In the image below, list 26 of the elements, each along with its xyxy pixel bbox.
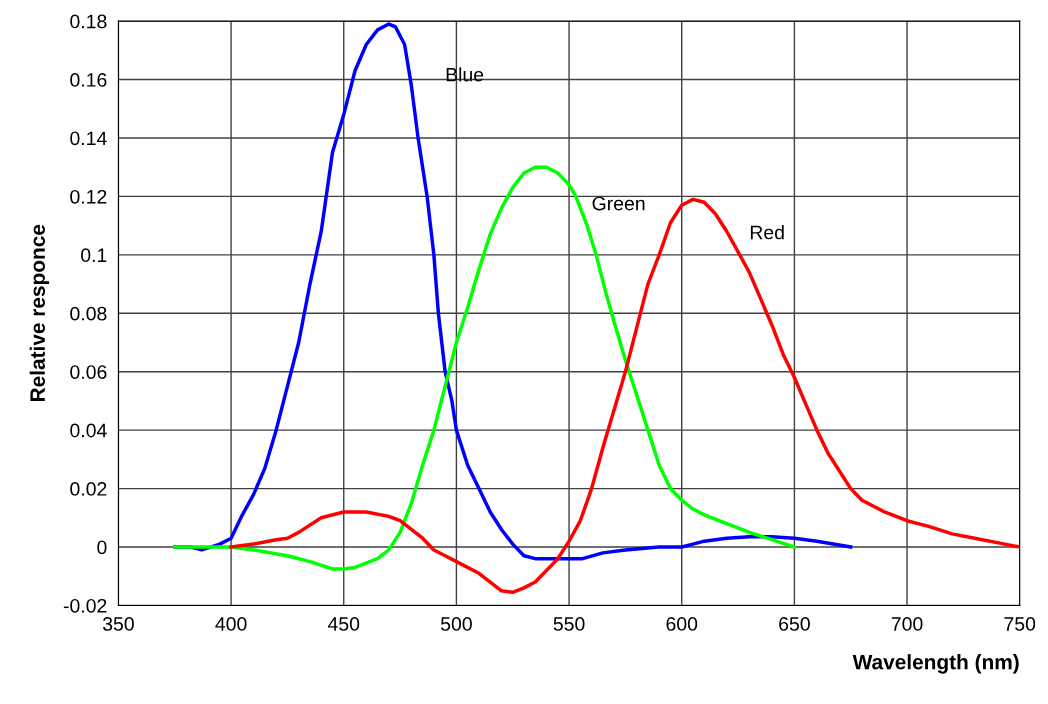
line-series <box>173 165 797 571</box>
y-tick-label: 0.18 <box>70 14 107 29</box>
y-axis-title: Relative responce <box>29 224 50 402</box>
y-tick-label: 0.02 <box>70 482 107 496</box>
y-tick-label: 0.1 <box>81 248 107 263</box>
x-tick-label: 700 <box>891 617 923 631</box>
series-label: Green <box>592 196 645 211</box>
x-tick-label: 750 <box>1004 617 1036 631</box>
y-tick-label: 0.08 <box>70 306 107 321</box>
x-tick-label: 650 <box>779 617 810 631</box>
y-tick-label: 0 <box>97 540 107 555</box>
x-tick-label: 550 <box>553 617 585 631</box>
y-tick-label: 0.12 <box>70 189 107 204</box>
x-tick-label: 350 <box>102 617 134 631</box>
y-tick-label: -0.02 <box>63 598 107 613</box>
series-label: Red <box>750 225 784 240</box>
y-tick-label: 0.04 <box>70 423 107 438</box>
x-tick-label: 500 <box>440 617 472 631</box>
x-axis-title: Wavelength (nm) <box>852 654 1019 674</box>
line-series <box>229 197 1020 595</box>
y-tick-label: 0.14 <box>70 131 107 146</box>
x-tick-label: 400 <box>215 617 247 631</box>
y-tick-label: 0.06 <box>70 365 107 379</box>
x-tick-label: 450 <box>327 617 360 631</box>
x-tick-label: 600 <box>666 617 698 631</box>
y-tick-label: 0.16 <box>70 73 107 87</box>
